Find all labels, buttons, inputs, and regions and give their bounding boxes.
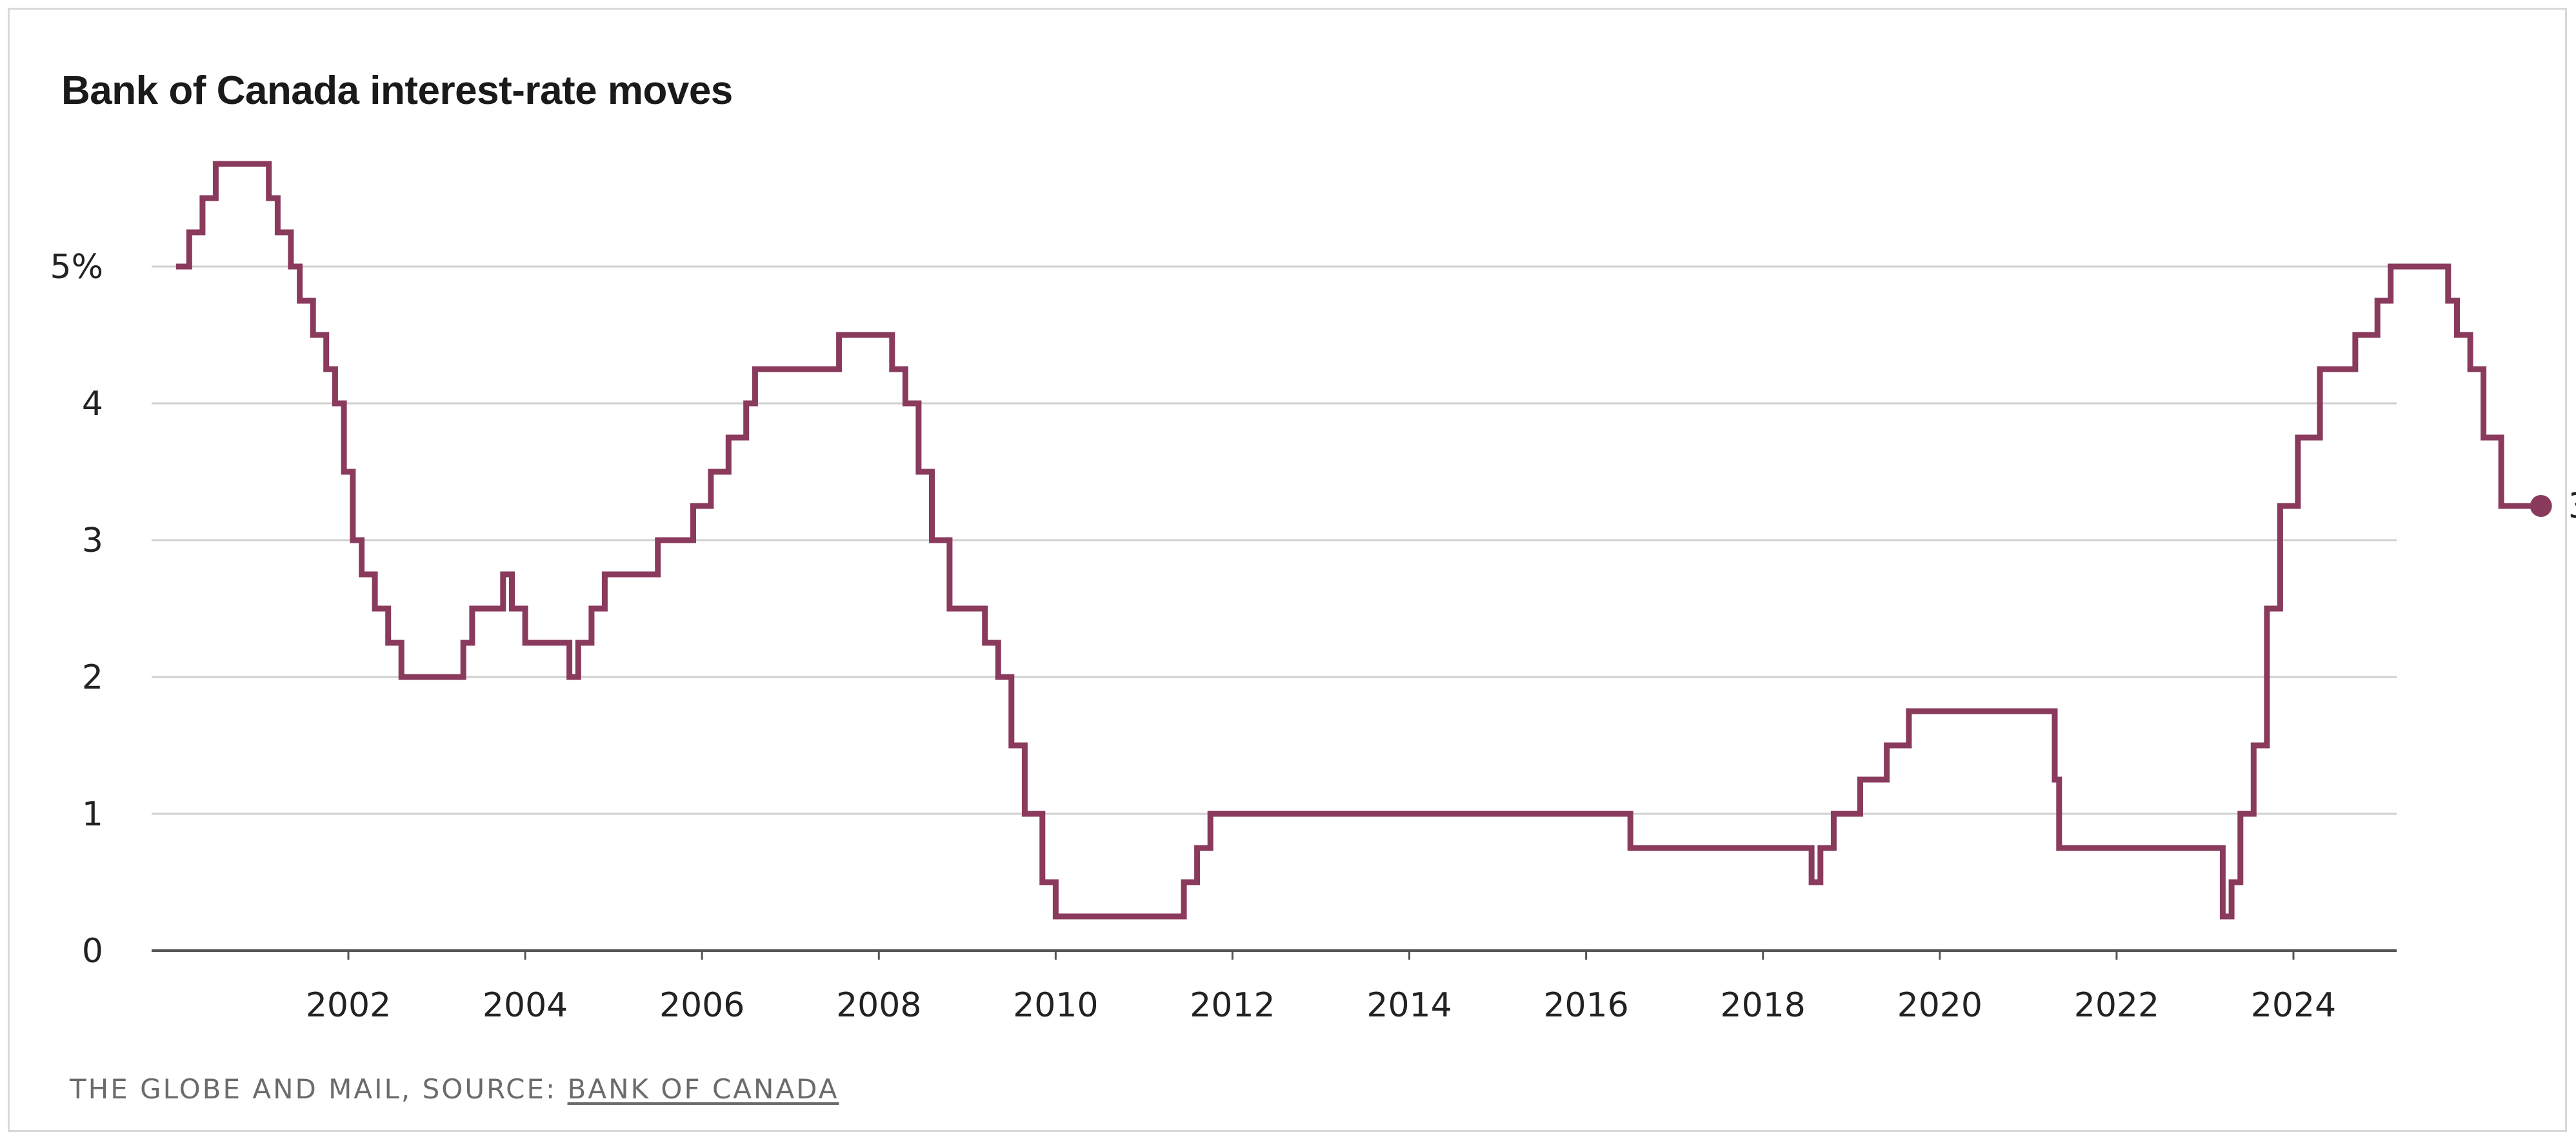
x-tick-label-2008: 2008 bbox=[836, 986, 921, 1025]
gridlines bbox=[152, 265, 2397, 815]
x-tick-label-2006: 2006 bbox=[659, 986, 744, 1025]
end-point-marker bbox=[2530, 495, 2552, 517]
source-link[interactable]: BANK OF CANADA bbox=[567, 1073, 839, 1105]
x-tick-label-2020: 2020 bbox=[1897, 986, 1982, 1025]
y-tick-label-5: 5% bbox=[50, 248, 104, 287]
x-tick-label-2014: 2014 bbox=[1366, 986, 1452, 1025]
source-note: THE GLOBE AND MAIL, SOURCE: BANK OF CANA… bbox=[70, 1073, 839, 1105]
end-marker-layer: 3.25% bbox=[2530, 485, 2576, 526]
x-tick-label-2002: 2002 bbox=[306, 986, 391, 1025]
chart-frame bbox=[8, 8, 2567, 1132]
y-axis-labels: 0 1 2 3 4 5% bbox=[50, 248, 104, 971]
x-tick-label-2022: 2022 bbox=[2074, 986, 2159, 1025]
x-tick-label-2010: 2010 bbox=[1013, 986, 1098, 1025]
y-tick-label-1: 1 bbox=[82, 795, 103, 834]
source-prefix: THE GLOBE AND MAIL, SOURCE: bbox=[70, 1073, 568, 1105]
rate-step-line bbox=[175, 161, 2541, 920]
x-axis-labels: 2002 2004 2006 2008 2010 2012 2014 2016 2018 2020… bbox=[306, 986, 2336, 1025]
x-tick-label-2004: 2004 bbox=[483, 986, 568, 1025]
y-tick-label-2: 2 bbox=[82, 658, 103, 697]
y-tick-label-3: 3 bbox=[82, 521, 103, 560]
chart-title: Bank of Canada interest-rate moves bbox=[61, 68, 733, 113]
series-layer bbox=[175, 161, 2541, 920]
end-point-label: 3.25% bbox=[2568, 485, 2576, 526]
x-tick-label-2018: 2018 bbox=[1721, 986, 1806, 1025]
y-tick-label-4: 4 bbox=[82, 385, 103, 423]
axes bbox=[152, 949, 2397, 960]
x-tick-label-2024: 2024 bbox=[2251, 986, 2336, 1025]
x-tick-label-2016: 2016 bbox=[1543, 986, 1628, 1025]
x-tick-label-2012: 2012 bbox=[1190, 986, 1275, 1025]
y-tick-label-0: 0 bbox=[82, 932, 103, 971]
